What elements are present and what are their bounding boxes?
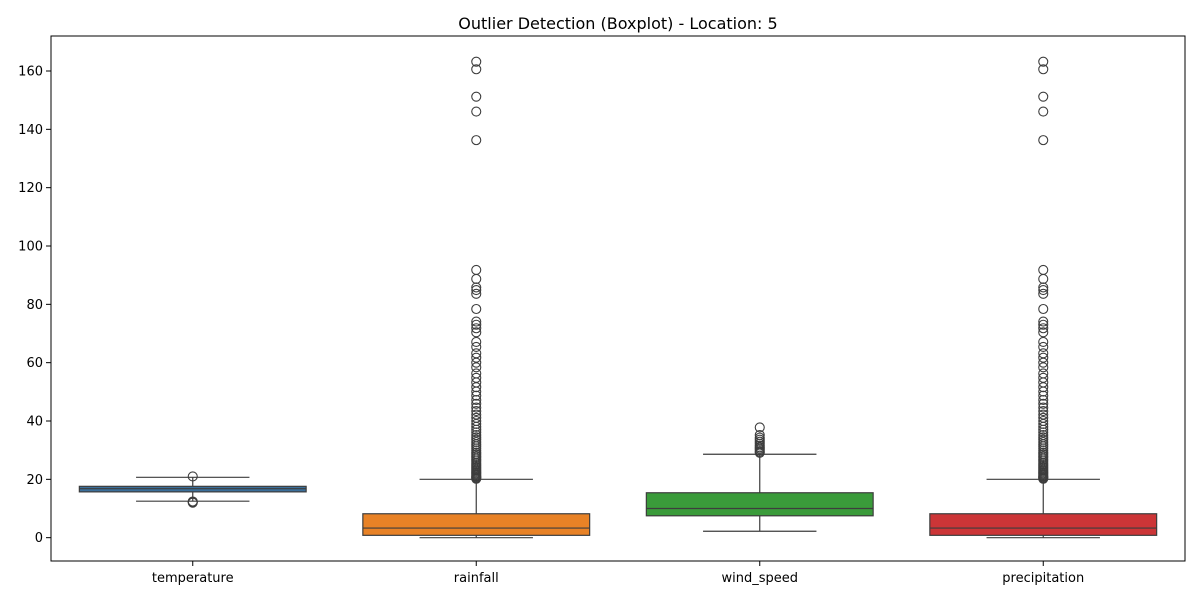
outlier-point: [471, 421, 482, 432]
outlier-point: [471, 390, 482, 401]
outlier-point: [754, 447, 765, 458]
x-tick-label: rainfall: [454, 571, 499, 586]
outlier-point: [1038, 336, 1049, 348]
outlier-point: [471, 56, 482, 67]
outlier-point: [471, 135, 482, 146]
outlier-point: [1038, 273, 1049, 285]
outlier-point: [471, 303, 482, 315]
y-tick-label: 0: [35, 531, 43, 546]
outlier-point: [471, 323, 482, 334]
outlier-point: [1038, 357, 1049, 368]
box-group-temperature: [78, 471, 307, 508]
box-iqr: [645, 492, 874, 517]
outlier-point: [471, 288, 482, 299]
x-tick-label: precipitation: [1002, 571, 1084, 586]
outlier-point: [187, 496, 198, 507]
outlier-point: [471, 106, 482, 117]
outlier-point: [1038, 316, 1049, 327]
outlier-point: [471, 352, 482, 363]
outlier-point: [1038, 303, 1049, 315]
outlier-point: [1038, 319, 1049, 330]
outlier-point: [471, 264, 482, 275]
outlier-point: [1038, 106, 1049, 117]
outlier-point: [471, 91, 482, 102]
outlier-point: [1038, 398, 1049, 409]
outlier-point: [471, 394, 482, 406]
box-group-rainfall: [362, 56, 591, 539]
outlier-point: [187, 471, 198, 482]
outlier-point: [1038, 352, 1049, 363]
y-tick-label: 20: [26, 473, 43, 488]
outlier-point: [1038, 341, 1049, 352]
y-tick-label: 80: [26, 298, 43, 313]
plot-frame: [50, 35, 1186, 562]
y-tick-label: 160: [18, 65, 43, 80]
y-tick-label: 60: [26, 356, 43, 371]
outlier-point: [1038, 56, 1049, 67]
y-tick-label: 140: [18, 123, 43, 138]
outlier-point: [471, 282, 482, 293]
outlier-point: [1038, 427, 1049, 438]
boxes: [78, 56, 1158, 539]
outlier-point: [1038, 64, 1049, 75]
outlier-point: [471, 336, 482, 348]
outlier-point: [1038, 91, 1049, 102]
outlier-point: [1038, 264, 1049, 275]
outlier-point: [471, 427, 482, 438]
box-iqr: [929, 513, 1158, 536]
chart-title: Outlier Detection (Boxplot) - Location: …: [458, 14, 777, 33]
outlier-point: [471, 406, 482, 417]
outlier-point: [754, 422, 765, 433]
outlier-point: [471, 341, 482, 352]
axes: 0 20 40 60 80 100 120 140 160 temperature rainfall…: [18, 65, 1084, 587]
outlier-point: [471, 473, 482, 484]
outlier-point: [471, 424, 482, 435]
outlier-point: [471, 273, 482, 285]
outlier-point: [471, 284, 482, 296]
outlier-point: [1038, 284, 1049, 296]
x-tick-label: wind_speed: [721, 571, 798, 586]
y-tick-label: 120: [18, 181, 43, 196]
y-tick-label: 100: [18, 240, 43, 255]
outlier-point: [1038, 327, 1049, 338]
box-iqr: [362, 513, 591, 536]
outlier-point: [1038, 135, 1049, 146]
outlier-point: [1038, 406, 1049, 417]
outlier-point: [1038, 424, 1049, 435]
outlier-point: [471, 402, 482, 413]
outlier-point: [1038, 288, 1049, 299]
outlier-point: [471, 357, 482, 368]
box-group-wind-speed: [645, 422, 874, 532]
outlier-point: [471, 319, 482, 330]
outlier-point: [1038, 362, 1049, 373]
y-tick-label: 40: [26, 415, 43, 430]
outlier-point: [1038, 402, 1049, 413]
outlier-point: [471, 398, 482, 409]
box-group-precipitation: [929, 56, 1158, 539]
outlier-point: [471, 327, 482, 338]
outlier-point: [1038, 390, 1049, 401]
outlier-point: [1038, 282, 1049, 293]
outlier-point: [1038, 421, 1049, 432]
outlier-point: [471, 362, 482, 373]
outlier-point: [1038, 323, 1049, 334]
outlier-point: [471, 64, 482, 75]
outlier-point: [1038, 473, 1049, 484]
outlier-point: [1038, 394, 1049, 406]
outlier-point: [471, 316, 482, 327]
x-tick-label: temperature: [152, 571, 234, 586]
